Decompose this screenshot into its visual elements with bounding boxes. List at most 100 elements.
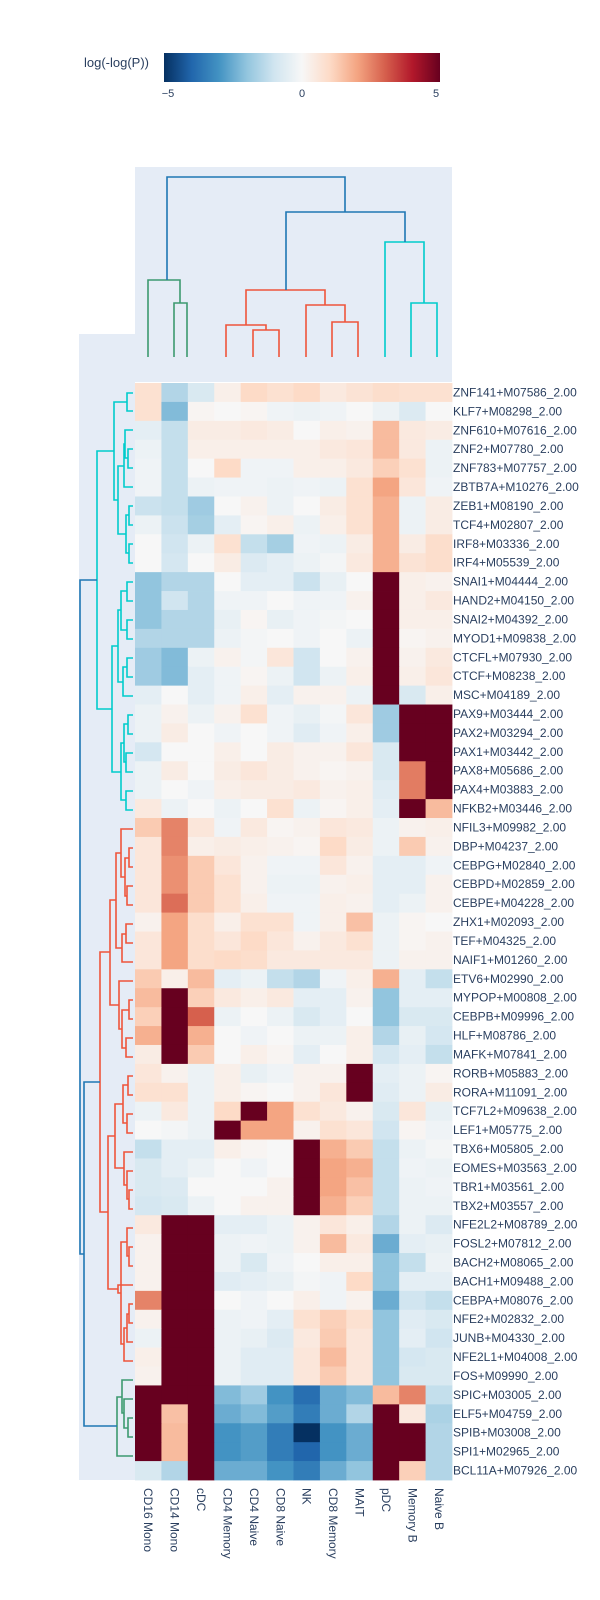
heatmap-cell <box>187 969 215 989</box>
heatmap-cell <box>161 950 189 970</box>
heatmap-cell <box>267 591 294 611</box>
row-label: TBR1+M03561_2.00 <box>453 1180 564 1194</box>
heatmap-cell <box>399 496 426 516</box>
heatmap-cell <box>346 1461 374 1481</box>
heatmap-cell <box>135 628 162 649</box>
heatmap-cell <box>187 1007 215 1027</box>
heatmap-cell <box>372 969 400 989</box>
heatmap-cell <box>240 969 268 989</box>
heatmap-cell <box>161 685 189 705</box>
row-label: PAX8+M05686_2.00 <box>453 764 564 778</box>
heatmap-cell <box>267 477 294 497</box>
heatmap-cell <box>135 1101 162 1122</box>
heatmap-cell <box>399 1026 426 1046</box>
heatmap-cell <box>240 893 268 913</box>
heatmap-cell <box>399 1442 426 1462</box>
heatmap-cell <box>187 1082 215 1103</box>
heatmap-cell <box>293 401 321 422</box>
heatmap-cell <box>319 836 347 857</box>
heatmap-cell <box>214 818 242 838</box>
heatmap-cell <box>135 647 162 668</box>
heatmap-cell <box>214 628 242 649</box>
row-label: SPIC+M03005_2.00 <box>453 1388 562 1402</box>
heatmap-cell <box>346 534 374 554</box>
heatmap-cell <box>267 383 294 403</box>
row-label: HLF+M08786_2.00 <box>453 1029 556 1043</box>
heatmap-cell <box>135 1215 162 1235</box>
heatmap-cell <box>319 1271 347 1292</box>
heatmap-cell <box>372 685 400 705</box>
heatmap-cell <box>135 1271 162 1292</box>
heatmap-cell <box>135 874 162 895</box>
heatmap-cell <box>293 1404 321 1424</box>
heatmap-cell <box>240 799 268 819</box>
column-dendrogram <box>147 176 438 357</box>
heatmap-cell <box>214 666 242 687</box>
heatmap-cell <box>399 761 426 781</box>
heatmap-cell <box>319 477 347 497</box>
heatmap-cell <box>161 1366 189 1386</box>
heatmap-cell <box>293 1290 321 1311</box>
heatmap-cell <box>425 1120 453 1140</box>
heatmap-cell <box>425 893 453 913</box>
heatmap-cell <box>293 1063 321 1084</box>
heatmap-cell <box>346 780 374 800</box>
heatmap-cell <box>346 1290 374 1311</box>
heatmap-cell <box>161 420 189 441</box>
heatmap-cell <box>372 1215 400 1235</box>
heatmap-cell <box>161 1007 189 1027</box>
heatmap-cell <box>319 1120 347 1140</box>
heatmap-cell <box>267 704 294 724</box>
heatmap-cell <box>240 780 268 800</box>
heatmap-cell <box>293 1423 321 1443</box>
row-label: CTCF+M08238_2.00 <box>453 669 566 683</box>
heatmap-cell <box>135 912 162 932</box>
heatmap-cell <box>372 1120 400 1140</box>
heatmap-cell <box>240 1158 268 1178</box>
heatmap-cell <box>267 1442 294 1462</box>
heatmap-cell <box>135 950 162 970</box>
heatmap-cell <box>319 1044 347 1065</box>
heatmap-cell <box>214 1063 242 1084</box>
heatmap-cell <box>372 1139 400 1159</box>
heatmap-cell <box>319 931 347 951</box>
heatmap-cell <box>187 988 215 1008</box>
heatmap-cell <box>161 704 189 724</box>
heatmap-cell <box>267 458 294 478</box>
heatmap-cell <box>161 477 189 497</box>
heatmap-cell <box>425 458 453 478</box>
heatmap-cell <box>187 1101 215 1122</box>
heatmap-cell <box>346 1101 374 1122</box>
heatmap-cell <box>161 439 189 460</box>
heatmap-cell <box>135 723 162 743</box>
colorbar-tick-min: −5 <box>162 88 175 100</box>
heatmap-cell <box>293 836 321 857</box>
heatmap-cell <box>240 628 268 649</box>
column-label: Naive B <box>432 1488 446 1530</box>
heatmap-cell <box>293 1347 321 1367</box>
heatmap-cell <box>319 1253 347 1273</box>
row-dendrogram-background <box>79 334 135 1480</box>
heatmap-cell <box>187 1423 215 1443</box>
heatmap-cell <box>293 534 321 554</box>
heatmap-cell <box>372 591 400 611</box>
heatmap-cell <box>135 704 162 724</box>
heatmap-cell <box>214 799 242 819</box>
heatmap-cell <box>293 572 321 592</box>
heatmap-cell <box>346 1177 374 1197</box>
heatmap-cell <box>161 1082 189 1103</box>
row-label: SNAI2+M04392_2.00 <box>453 612 568 626</box>
heatmap-cell <box>214 950 242 970</box>
heatmap-cell <box>425 1177 453 1197</box>
heatmap-cell <box>267 818 294 838</box>
column-dendrogram-branch <box>166 176 346 280</box>
heatmap-cell <box>293 1120 321 1140</box>
heatmap-cell <box>214 1044 242 1065</box>
heatmap-cell <box>293 704 321 724</box>
row-label: FOS+M09990_2.00 <box>453 1369 558 1383</box>
heatmap-cell <box>346 1309 374 1330</box>
heatmap-cell <box>319 950 347 970</box>
heatmap-cell <box>267 969 294 989</box>
row-label: TBX6+M05805_2.00 <box>453 1142 564 1156</box>
heatmap-cell <box>372 893 400 913</box>
